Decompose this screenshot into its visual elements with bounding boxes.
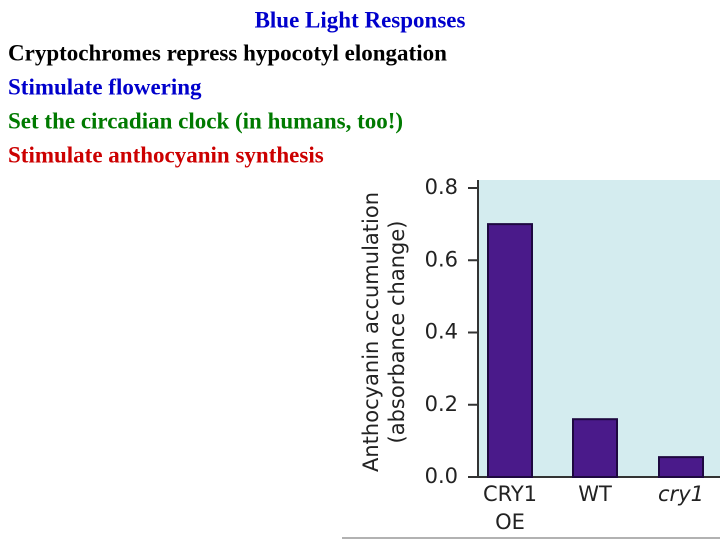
bar xyxy=(658,456,704,479)
slide-line: Stimulate flowering xyxy=(8,74,202,99)
y-tick-label: 0.0 xyxy=(425,464,458,488)
x-tick-label: cry1 xyxy=(658,482,704,506)
slide-line: Set the circadian clock (in humans, too!… xyxy=(8,108,403,133)
slide-line: Stimulate anthocyanin synthesis xyxy=(8,142,324,167)
y-tick-label: 0.2 xyxy=(425,392,458,416)
y-tick-label: 0.6 xyxy=(425,247,458,271)
slide-title: Blue Light Responses xyxy=(255,7,466,32)
y-axis-label: Anthocyanin accumulation xyxy=(359,192,383,472)
bar xyxy=(572,418,618,479)
bar xyxy=(487,223,533,478)
y-axis-label: (absorbance change) xyxy=(385,221,409,444)
x-tick-label: CRY1 OE xyxy=(483,482,537,534)
y-tick-label: 0.4 xyxy=(425,320,458,344)
slide-line: Cryptochromes repress hypocotyl elongati… xyxy=(8,40,447,65)
y-tick-label: 0.8 xyxy=(425,175,458,199)
x-tick-label: WT xyxy=(578,482,612,506)
